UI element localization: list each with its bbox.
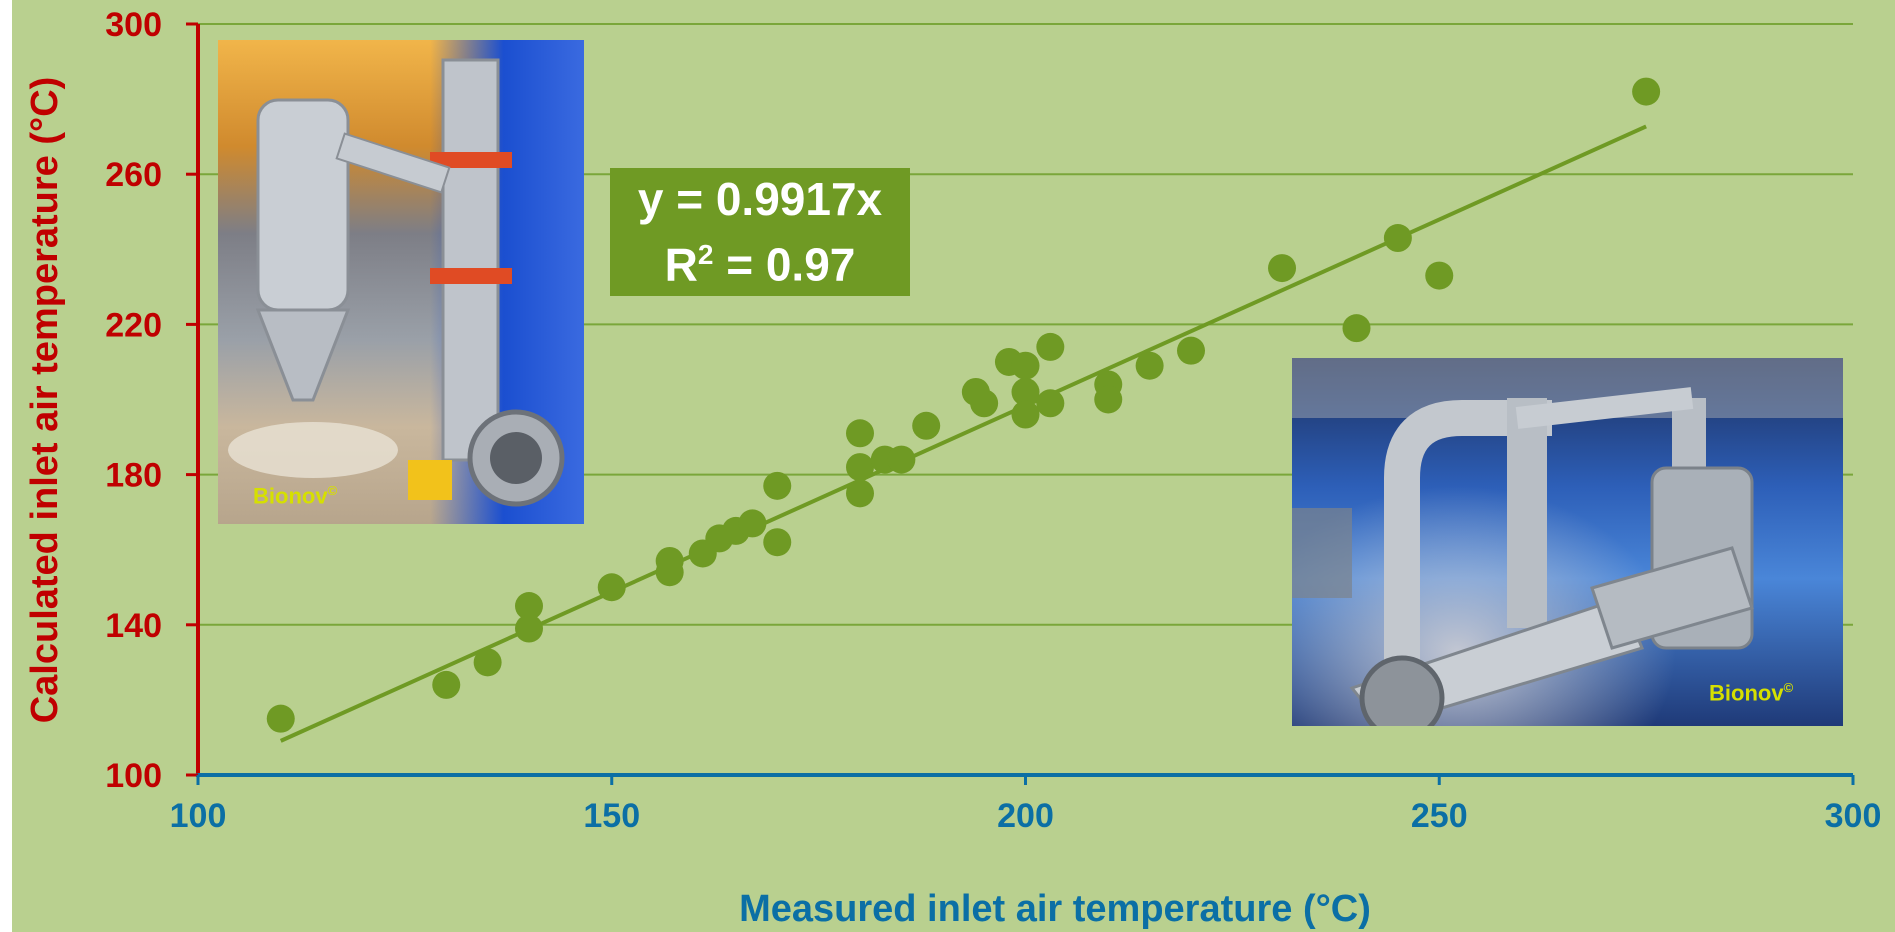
y-tick-label: 140 <box>105 607 162 645</box>
regression-equation-box: y = 0.9917x R2 = 0.97 <box>610 168 910 296</box>
trendline <box>279 124 1647 743</box>
data-point <box>1011 377 1040 406</box>
data-point <box>1036 332 1065 361</box>
data-point <box>912 411 941 440</box>
equipment-illustration <box>228 58 565 507</box>
data-point <box>1177 336 1205 365</box>
data-point <box>1036 389 1065 418</box>
data-point <box>1342 314 1371 343</box>
data-point <box>846 453 874 482</box>
y-axis-title: Calculated inlet air temperature (°C) <box>24 77 66 724</box>
x-tick-label: 150 <box>583 797 640 835</box>
data-point <box>738 509 767 538</box>
x-tick-label: 100 <box>170 797 227 835</box>
data-point <box>1135 351 1164 380</box>
piping-illustration <box>1292 358 1843 726</box>
data-point <box>970 389 999 418</box>
x-tick-labels: 100 150 200 250 300 <box>170 775 1882 835</box>
data-point <box>266 704 295 733</box>
r-squared-text: R2 = 0.97 <box>664 238 856 291</box>
y-tick-label: 220 <box>105 306 162 344</box>
data-point <box>763 471 792 500</box>
x-axis-title: Measured inlet air temperature (°C) <box>739 888 1371 930</box>
data-point <box>1011 400 1040 429</box>
data-point <box>1632 77 1661 106</box>
y-tick-label: 180 <box>105 457 162 495</box>
data-point <box>515 614 543 643</box>
data-point <box>763 528 792 557</box>
spray-dryer-photo: Bionov© <box>218 40 584 524</box>
x-tick-label: 200 <box>997 797 1054 835</box>
data-point <box>1011 351 1040 380</box>
photo-credit: Bionov© <box>253 483 338 509</box>
data-point <box>1268 254 1297 283</box>
data-point <box>1094 385 1123 414</box>
data-point <box>887 445 916 474</box>
y-tick-label: 260 <box>105 156 162 194</box>
x-tick-label: 300 <box>1825 797 1882 835</box>
y-tick-label: 100 <box>105 757 162 795</box>
data-points <box>266 77 1661 733</box>
photo-credit: Bionov© <box>1709 680 1794 706</box>
data-point <box>846 419 874 448</box>
data-point <box>1425 261 1454 290</box>
piping-photo: Bionov© <box>1292 358 1843 726</box>
x-tick-label: 250 <box>1411 797 1468 835</box>
equation-text: y = 0.9917x <box>637 173 883 226</box>
data-point <box>1383 224 1412 253</box>
data-point <box>597 573 626 602</box>
data-point <box>432 670 461 699</box>
data-point <box>655 558 684 587</box>
y-tick-label: 300 <box>105 6 162 44</box>
y-tick-labels: 100 140 180 220 260 300 <box>105 6 198 795</box>
data-point <box>515 592 543 621</box>
data-point <box>846 479 874 508</box>
data-point <box>473 648 502 677</box>
